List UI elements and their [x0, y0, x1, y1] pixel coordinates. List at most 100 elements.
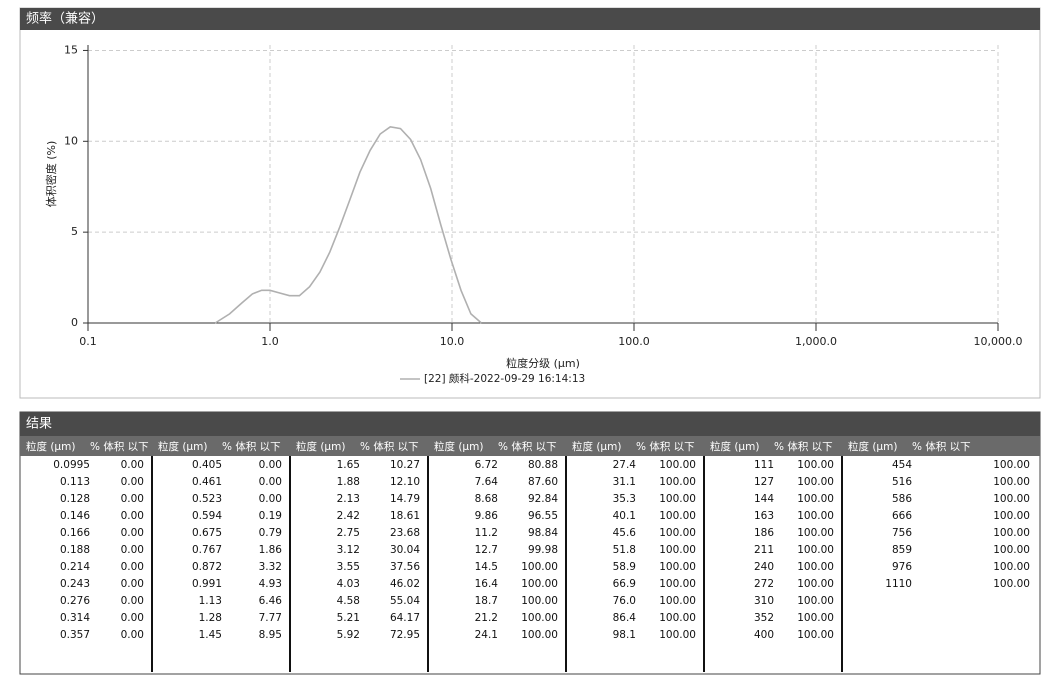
column-header: % 体积 以下	[636, 441, 695, 453]
cell-percent: 100.00	[797, 476, 834, 488]
y-tick-label: 10	[64, 134, 78, 147]
cell-percent: 6.46	[259, 595, 283, 607]
cell-size: 5.21	[337, 612, 360, 624]
cell-percent: 100.00	[521, 595, 558, 607]
cell-percent: 18.61	[390, 510, 420, 522]
cell-size: 7.64	[475, 476, 499, 488]
cell-percent: 0.00	[121, 561, 144, 573]
cell-size: 12.7	[475, 544, 498, 556]
cell-size: 859	[892, 544, 912, 556]
cell-percent: 100.00	[521, 612, 558, 624]
cell-percent: 100.00	[993, 527, 1030, 539]
cell-percent: 0.00	[121, 544, 144, 556]
cell-percent: 12.10	[390, 476, 420, 488]
cell-size: 272	[754, 578, 774, 590]
results-title: 结果	[26, 417, 52, 432]
cell-percent: 0.00	[121, 459, 144, 471]
cell-size: 18.7	[475, 595, 498, 607]
cell-size: 0.276	[60, 595, 90, 607]
cell-size: 2.13	[337, 493, 360, 505]
cell-percent: 0.00	[121, 527, 144, 539]
y-tick-label: 0	[71, 316, 78, 329]
cell-percent: 100.00	[993, 578, 1030, 590]
cell-size: 9.86	[475, 510, 499, 522]
cell-size: 14.5	[475, 561, 498, 573]
cell-percent: 100.00	[659, 493, 696, 505]
cell-size: 0.128	[60, 493, 90, 505]
cell-percent: 99.98	[528, 544, 558, 556]
cell-size: 1110	[885, 578, 912, 590]
cell-percent: 100.00	[797, 561, 834, 573]
cell-percent: 0.00	[259, 493, 282, 505]
cell-size: 666	[892, 510, 912, 522]
cell-size: 0.0995	[53, 459, 90, 471]
cell-percent: 100.00	[797, 578, 834, 590]
column-header: 粒度 (μm)	[158, 440, 207, 453]
cell-size: 144	[754, 493, 774, 505]
cell-percent: 10.27	[390, 459, 420, 471]
cell-size: 111	[754, 459, 774, 471]
cell-size: 0.991	[192, 578, 222, 590]
cell-size: 0.461	[192, 476, 222, 488]
cell-percent: 0.00	[259, 476, 282, 488]
y-tick-label: 15	[64, 43, 78, 56]
cell-percent: 0.00	[121, 476, 144, 488]
cell-percent: 7.77	[259, 612, 282, 624]
cell-size: 45.6	[613, 527, 637, 539]
cell-size: 16.4	[475, 578, 499, 590]
cell-size: 211	[754, 544, 774, 556]
column-header: 粒度 (μm)	[434, 440, 483, 453]
x-tick-label: 10,000.0	[974, 335, 1023, 348]
cell-size: 400	[754, 629, 774, 641]
cell-percent: 80.88	[528, 459, 558, 471]
cell-size: 0.214	[60, 561, 90, 573]
cell-size: 5.92	[337, 629, 360, 641]
cell-percent: 100.00	[521, 629, 558, 641]
cell-percent: 100.00	[659, 459, 696, 471]
x-axis-label: 粒度分级 (μm)	[506, 356, 580, 370]
column-header: 粒度 (μm)	[296, 440, 345, 453]
cell-size: 352	[754, 612, 774, 624]
chart-panel	[19, 7, 1041, 399]
cell-percent: 37.56	[390, 561, 420, 573]
column-header: % 体积 以下	[912, 441, 971, 453]
cell-size: 0.405	[192, 459, 222, 471]
cell-percent: 100.00	[797, 612, 834, 624]
cell-percent: 23.68	[390, 527, 420, 539]
cell-percent: 87.60	[528, 476, 558, 488]
cell-percent: 0.00	[121, 493, 144, 505]
cell-percent: 100.00	[993, 459, 1030, 471]
column-header: % 体积 以下	[498, 441, 557, 453]
cell-percent: 100.00	[521, 578, 558, 590]
cell-percent: 100.00	[659, 544, 696, 556]
cell-size: 27.4	[613, 459, 637, 471]
cell-percent: 100.00	[659, 629, 696, 641]
cell-size: 11.2	[475, 527, 498, 539]
cell-percent: 14.79	[390, 493, 420, 505]
cell-size: 0.523	[192, 493, 222, 505]
cell-percent: 100.00	[797, 595, 834, 607]
cell-size: 0.767	[192, 544, 222, 556]
cell-size: 454	[892, 459, 912, 471]
cell-size: 21.2	[475, 612, 498, 624]
cell-size: 98.1	[613, 629, 636, 641]
cell-percent: 0.19	[259, 510, 282, 522]
cell-percent: 100.00	[797, 544, 834, 556]
cell-size: 8.68	[475, 493, 498, 505]
cell-percent: 100.00	[797, 459, 834, 471]
cell-size: 51.8	[613, 544, 636, 556]
cell-percent: 100.00	[659, 527, 696, 539]
cell-percent: 100.00	[659, 561, 696, 573]
cell-size: 1.28	[199, 612, 222, 624]
cell-size: 2.42	[337, 510, 360, 522]
cell-percent: 30.04	[390, 544, 420, 556]
cell-percent: 100.00	[659, 612, 696, 624]
cell-percent: 1.86	[259, 544, 283, 556]
cell-percent: 3.32	[259, 561, 282, 573]
cell-size: 0.594	[192, 510, 222, 522]
cell-percent: 100.00	[797, 527, 834, 539]
cell-percent: 98.84	[528, 527, 558, 539]
cell-percent: 92.84	[528, 493, 558, 505]
column-header: % 体积 以下	[774, 441, 833, 453]
